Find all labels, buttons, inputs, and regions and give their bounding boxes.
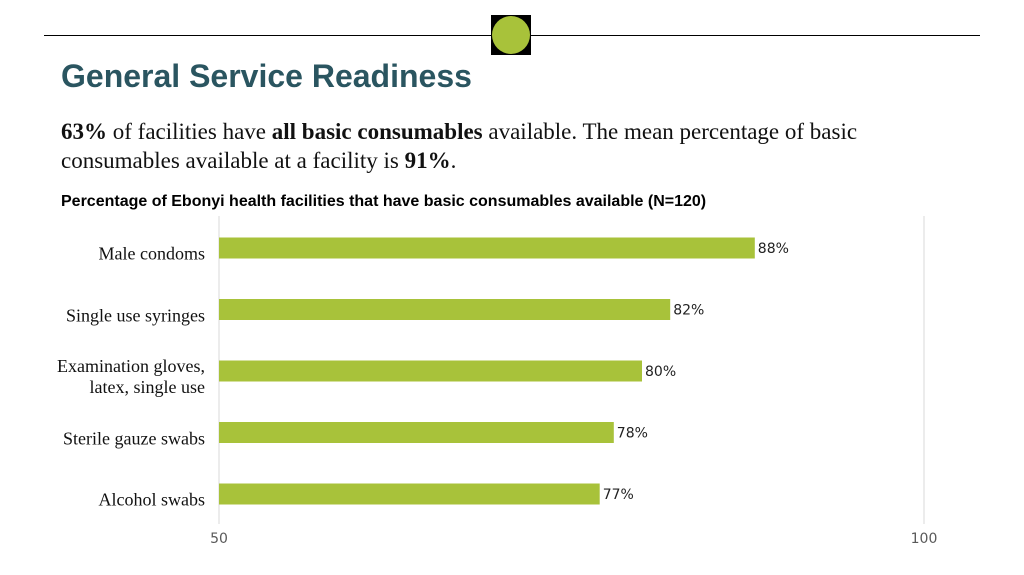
summary-emphasis: all basic consumables: [271, 119, 483, 144]
category-label: Sterile gauze swabs: [63, 428, 205, 448]
data-label: 80%: [645, 364, 676, 380]
x-tick-label: 50: [210, 531, 228, 547]
badge-square: [491, 15, 531, 55]
summary-text-part: of facilities have: [107, 119, 272, 144]
bar: [219, 360, 642, 382]
data-label: 77%: [603, 487, 634, 503]
chart-title: Percentage of Ebonyi health facilities t…: [61, 193, 707, 210]
category-label: Alcohol swabs: [98, 489, 206, 510]
summary-text-end: .: [450, 148, 457, 173]
x-tick-label: 100: [911, 531, 938, 547]
data-label: 82%: [673, 303, 704, 319]
bar: [219, 483, 600, 505]
summary-text-part: available. The mean percentage of basic …: [61, 119, 858, 173]
summary-percent-complete: 63%: [61, 119, 107, 144]
green-circle-icon: [492, 16, 530, 54]
bar: [219, 299, 671, 320]
category-label: Examination gloves, latex, single use: [57, 356, 205, 397]
bar: [219, 422, 614, 443]
category-label: Single use syringes: [66, 305, 205, 325]
summary-mean-percent: 91%: [404, 148, 451, 173]
summary-text: 63% of facilities have all basic consuma…: [61, 117, 971, 175]
data-label: 88%: [758, 241, 789, 257]
page-title: General Service Readiness: [61, 58, 472, 94]
bar: [219, 237, 755, 259]
data-label: 78%: [617, 426, 648, 442]
category-label: Male condoms: [98, 243, 205, 264]
